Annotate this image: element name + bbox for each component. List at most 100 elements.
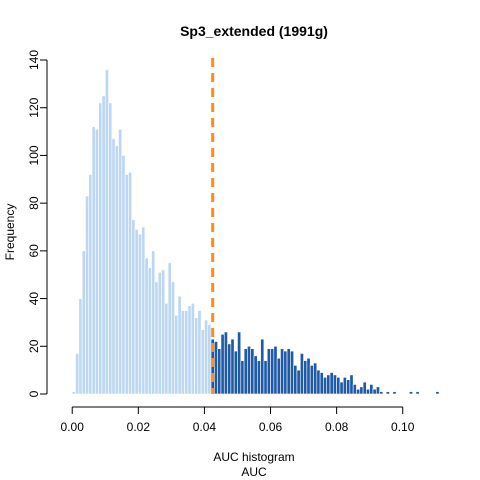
histogram-bar — [157, 272, 162, 395]
chart-title: Sp3_extended (1991g) — [180, 23, 328, 39]
histogram-bar — [217, 348, 222, 395]
x-tick-label: 0.00 — [61, 420, 85, 434]
histogram-bar — [276, 357, 281, 395]
x-tick-label: 0.02 — [127, 420, 151, 434]
histogram-bar — [118, 128, 123, 395]
histogram-bar — [296, 369, 301, 395]
histogram-bar — [85, 195, 90, 395]
histogram-bar — [111, 138, 116, 395]
histogram-bar — [290, 350, 294, 395]
histogram-bar — [114, 145, 119, 395]
histogram-bar — [78, 298, 83, 395]
histogram-bar — [164, 303, 169, 395]
histogram-bar — [316, 369, 321, 395]
y-tick-label: 0 — [27, 390, 41, 397]
histogram-bar — [161, 269, 166, 395]
histogram-bar — [200, 329, 205, 395]
histogram-bar — [98, 102, 103, 395]
histogram-bar — [207, 324, 212, 395]
histogram-bar — [435, 391, 440, 395]
histogram-bar — [147, 267, 152, 395]
histogram-bar — [151, 250, 156, 395]
histogram-bar — [333, 374, 337, 395]
histogram-bar — [230, 338, 235, 395]
bars-layer — [71, 69, 440, 395]
histogram-bar — [154, 281, 159, 395]
histogram-bar — [349, 374, 354, 395]
histogram-bar — [184, 310, 189, 395]
histogram-bar — [336, 376, 341, 395]
histogram-bar — [247, 345, 251, 395]
x-axis-title: AUC — [241, 465, 267, 479]
histogram-bar — [379, 391, 384, 395]
histogram-bar — [171, 281, 175, 395]
histogram-bar — [144, 257, 149, 395]
histogram-bar — [385, 391, 390, 395]
histogram-bar — [187, 305, 192, 395]
histogram-bar — [346, 379, 351, 395]
histogram-bar — [240, 360, 245, 395]
x-tick-label: 0.06 — [259, 420, 283, 434]
x-tick-label: 0.04 — [193, 420, 217, 434]
histogram-bar — [128, 171, 133, 395]
x-axis: 0.00 0.02 0.04 0.06 0.08 0.10 — [61, 406, 415, 434]
x-axis-title-top: AUC histogram — [213, 450, 294, 464]
y-tick-label: 140 — [27, 50, 41, 70]
histogram-bar — [306, 357, 311, 395]
y-tick-label: 40 — [27, 292, 41, 306]
histogram-bar — [121, 155, 126, 395]
histogram-bar — [280, 348, 285, 395]
histogram-bar — [409, 391, 413, 395]
histogram-bar — [362, 381, 367, 395]
histogram-bar — [366, 388, 370, 395]
y-axis-title: Frequency — [3, 204, 17, 261]
y-tick-label: 80 — [27, 196, 41, 210]
histogram-bar — [263, 360, 268, 395]
histogram-bar — [227, 343, 232, 395]
histogram-bar — [415, 391, 420, 395]
histogram-bar — [339, 381, 344, 395]
histogram-bar — [319, 372, 324, 395]
histogram-bar — [177, 295, 182, 395]
histogram-bar — [71, 391, 76, 395]
histogram-bar — [253, 355, 258, 395]
x-tick-label: 0.10 — [391, 420, 415, 434]
histogram-bar — [95, 128, 99, 395]
histogram-bar — [204, 319, 209, 395]
y-tick-label: 120 — [27, 97, 41, 117]
histogram-bar — [108, 102, 113, 395]
histogram-bar — [369, 384, 374, 395]
histogram-bar — [299, 353, 304, 395]
histogram-bar — [260, 338, 265, 395]
histogram-bar — [329, 372, 334, 395]
histogram-bar — [250, 348, 255, 395]
x-tick-label: 0.08 — [325, 420, 349, 434]
y-tick-label: 60 — [27, 244, 41, 258]
histogram-bar — [88, 174, 93, 395]
histogram-bar — [270, 348, 275, 395]
histogram-bar — [266, 348, 271, 395]
histogram-bar — [180, 310, 185, 395]
histogram-bar — [214, 341, 218, 395]
histogram-bar — [303, 360, 308, 395]
histogram-bar — [323, 376, 328, 395]
histogram-bar — [233, 350, 238, 395]
histogram-bar — [134, 229, 139, 395]
histogram-bar — [352, 384, 357, 395]
y-tick-label: 100 — [27, 145, 41, 165]
histogram-bar — [237, 331, 242, 395]
histogram-bar — [81, 250, 86, 395]
histogram-bar — [190, 303, 195, 395]
histogram-bar — [283, 350, 288, 395]
histogram-bar — [392, 391, 397, 395]
histogram-bar — [286, 348, 291, 395]
histogram-bar — [223, 331, 228, 395]
histogram-bar — [91, 126, 96, 395]
histogram-bar — [101, 95, 106, 395]
histogram-bar — [124, 174, 129, 395]
histogram-bar — [273, 345, 278, 395]
histogram-bar — [197, 310, 202, 395]
histogram-bar — [342, 376, 347, 395]
histogram-bar — [372, 388, 377, 395]
